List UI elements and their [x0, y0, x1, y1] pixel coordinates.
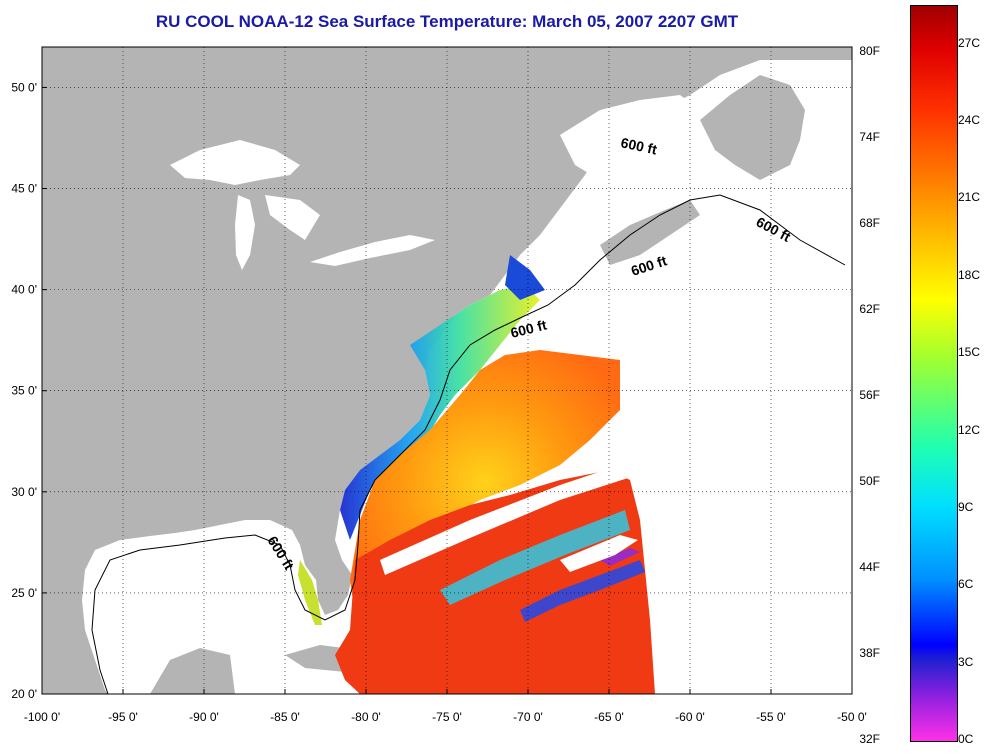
colorbar-celsius-tick: 15C	[958, 345, 981, 360]
lat-tick-label: 20 0'	[11, 687, 37, 701]
colorbar-celsius-tick: 0C	[958, 732, 974, 746]
graticule	[42, 47, 852, 694]
lat-tick-label: 35 0'	[11, 384, 37, 398]
map-title: RU COOL NOAA-12 Sea Surface Temperature:…	[155, 12, 739, 31]
lat-tick-label: 25 0'	[11, 586, 37, 600]
great-lakes	[170, 140, 300, 185]
colorbar-gradient	[911, 6, 957, 741]
latitude-axis: 20 0' 25 0' 30 0' 35 0' 40 0' 45 0' 50 0'	[11, 80, 47, 701]
lon-tick-label: -90 0'	[189, 710, 219, 724]
nova-scotia	[600, 200, 700, 265]
lake-huron	[265, 195, 320, 240]
colorbar-fahrenheit-tick: 74F	[859, 130, 880, 145]
lon-tick-label: -85 0'	[270, 710, 300, 724]
lon-tick-label: -100 0'	[24, 710, 60, 724]
lon-tick-label: -95 0'	[108, 710, 138, 724]
sst-gulf-of-maine	[505, 255, 545, 300]
colorbar-fahrenheit-tick: 56F	[859, 388, 880, 403]
colorbar-celsius-tick: 27C	[958, 35, 981, 50]
yucatan	[150, 648, 235, 694]
lon-tick-label: -65 0'	[594, 710, 624, 724]
lake-michigan	[235, 195, 255, 270]
colorbar-fahrenheit-tick: 32F	[859, 732, 880, 746]
colorbar-fahrenheit-tick: 44F	[859, 560, 880, 575]
colorbar-fahrenheit-tick: 62F	[859, 302, 880, 317]
gulf-st-lawrence	[560, 95, 700, 200]
colorbar-fahrenheit-tick: 68F	[859, 216, 880, 231]
colorbar-celsius-tick: 9C	[958, 499, 974, 514]
sst-coastal-band	[340, 285, 540, 540]
lon-tick-label: -60 0'	[675, 710, 705, 724]
lake-erie-ontario	[310, 235, 435, 266]
lon-tick-label: -50 0'	[837, 710, 867, 724]
colorbar-fahrenheit-tick: 80F	[859, 44, 880, 59]
colorbar-celsius-tick: 24C	[958, 113, 981, 128]
colorbar-fahrenheit-tick: 38F	[859, 646, 880, 661]
lat-tick-label: 30 0'	[11, 485, 37, 499]
newfoundland	[700, 75, 805, 180]
lon-tick-label: -70 0'	[513, 710, 543, 724]
cloud-gap-2	[560, 535, 638, 572]
longitude-axis: -100 0' -95 0' -90 0' -85 0' -80 0' -75 0' -70…	[24, 689, 867, 724]
sst-streak-1	[440, 510, 630, 605]
lat-tick-label: 40 0'	[11, 283, 37, 297]
lat-tick-label: 45 0'	[11, 182, 37, 196]
isobath-label: 600 ft	[619, 134, 658, 157]
colorbar-celsius-tick: 6C	[958, 577, 974, 592]
sst-gulf-florida	[298, 560, 322, 625]
sst-streak-2	[520, 560, 645, 622]
colorbar-celsius-tick: 12C	[958, 422, 981, 437]
colorbar	[910, 5, 958, 742]
sst-gulf-stream	[350, 350, 620, 615]
lat-tick-label: 50 0'	[11, 80, 37, 94]
sst-streak-3	[600, 548, 640, 566]
colorbar-fahrenheit-tick: 50F	[859, 474, 880, 489]
colorbar-celsius-tick: 21C	[958, 190, 981, 205]
colorbar-celsius-tick: 18C	[958, 267, 981, 282]
lon-tick-label: -75 0'	[432, 710, 462, 724]
isobath-600ft	[91, 194, 846, 694]
lon-tick-label: -55 0'	[756, 710, 786, 724]
cloud-gap-1	[380, 465, 628, 575]
colorbar-celsius-tick: 3C	[958, 654, 974, 669]
lon-tick-label: -80 0'	[351, 710, 381, 724]
